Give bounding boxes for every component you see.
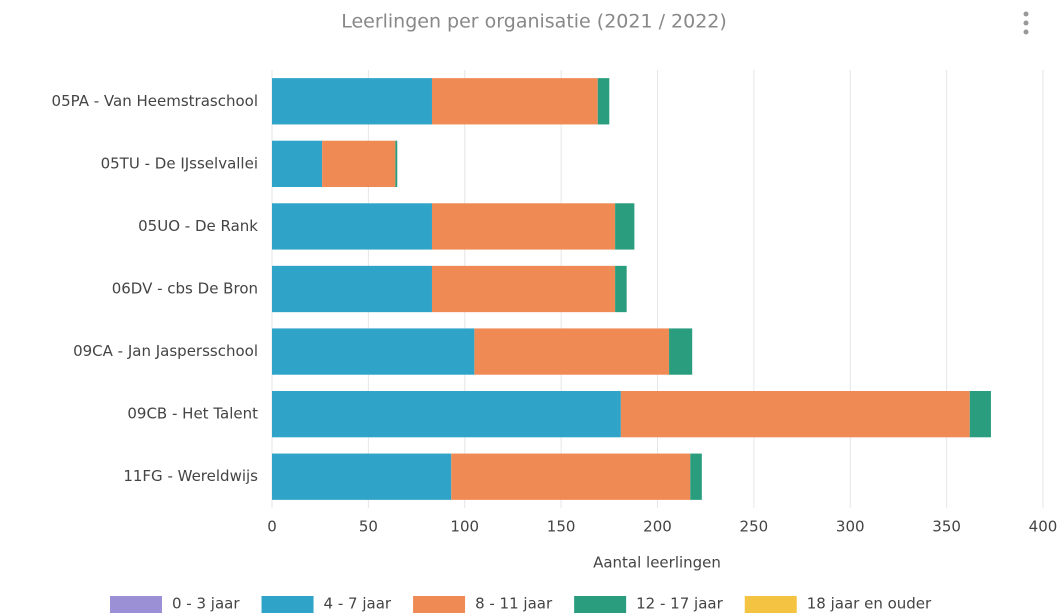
legend-item: 8 - 11 jaar (413, 595, 553, 613)
legend-label: 18 jaar en ouder (807, 595, 932, 613)
bar-segment (451, 453, 691, 500)
y-tick-label: 09CB - Het Talent (127, 405, 258, 423)
x-tick-label: 150 (547, 518, 576, 536)
bar-segment (322, 140, 396, 188)
y-tick-label: 06DV - cbs De Bron (112, 280, 258, 298)
bar-segment (395, 140, 398, 188)
bar-segment (615, 265, 627, 313)
x-tick-label: 0 (267, 518, 277, 536)
x-tick-label: 350 (932, 518, 961, 536)
legend-item: 12 - 17 jaar (574, 595, 724, 613)
bar-segment (431, 78, 598, 125)
y-tick-label: 05UO - De Rank (138, 217, 258, 235)
bar-segment (272, 140, 323, 188)
legend-item: 18 jaar en ouder (744, 595, 932, 613)
legend-swatch (110, 596, 162, 613)
menu-dot (1023, 29, 1029, 35)
legend-swatch (744, 596, 797, 613)
legend-item: 0 - 3 jaar (110, 595, 240, 613)
x-tick-label: 200 (643, 518, 672, 536)
bar-segment (474, 328, 670, 375)
x-axis-title: Aantal leerlingen (593, 554, 721, 572)
legend-label: 0 - 3 jaar (172, 595, 240, 613)
bar-segment (669, 328, 693, 375)
bar-segment (272, 328, 475, 375)
bar-segment (272, 453, 452, 500)
bar-segment (969, 390, 991, 438)
legend-swatch (574, 596, 627, 613)
bar-segment (597, 78, 610, 125)
menu-button[interactable] (1023, 11, 1029, 35)
bar-segment (272, 203, 432, 250)
legend-swatch (261, 596, 314, 613)
bar-segment (431, 203, 616, 250)
menu-dot (1023, 11, 1029, 17)
bar-segment (272, 390, 621, 438)
bar-segment (620, 390, 970, 438)
legend-label: 4 - 7 jaar (324, 595, 392, 613)
x-tick-label: 100 (450, 518, 479, 536)
legend-label: 12 - 17 jaar (636, 595, 723, 613)
y-tick-label: 11FG - Wereldwijs (123, 467, 258, 485)
x-tick-label: 50 (359, 518, 378, 536)
x-tick-label: 300 (836, 518, 865, 536)
bar-segment (615, 203, 635, 250)
bar-segment (272, 265, 432, 313)
chart-title: Leerlingen per organisatie (2021 / 2022) (341, 11, 727, 33)
x-tick-label: 400 (1029, 518, 1058, 536)
y-tick-label: 05PA - Van Heemstraschool (52, 92, 258, 110)
bar-segment (690, 453, 702, 500)
y-tick-label: 05TU - De IJsselvallei (101, 154, 258, 172)
y-tick-label: 09CA - Jan Jaspersschool (73, 342, 258, 360)
menu-dot (1023, 20, 1029, 26)
legend-swatch (413, 596, 466, 613)
legend-item: 4 - 7 jaar (261, 595, 392, 613)
bar-segment (431, 265, 616, 313)
x-tick-label: 250 (740, 518, 769, 536)
legend-label: 8 - 11 jaar (475, 595, 553, 613)
bar-segment (272, 78, 432, 125)
